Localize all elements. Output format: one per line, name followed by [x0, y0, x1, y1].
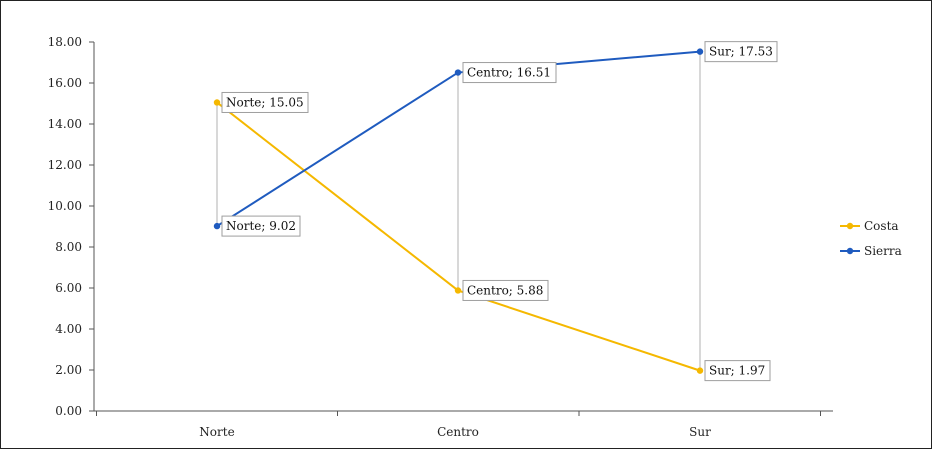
y-tick-label: 14.00 — [48, 117, 82, 131]
x-tick-label: Norte — [199, 425, 234, 439]
data-label: Norte; 15.05 — [221, 91, 309, 113]
data-label-box — [704, 41, 778, 63]
data-point — [454, 69, 462, 76]
data-label-text: Centro; 5.88 — [467, 283, 543, 297]
legend-marker — [846, 247, 854, 255]
data-label: Centro; 16.51 — [462, 62, 557, 84]
legend-marker — [846, 222, 854, 230]
y-tick-label: 8.00 — [55, 240, 82, 254]
data-labels: Norte; 15.05 Centro; 5.88 Sur; 1.97 Norte; … — [221, 41, 778, 382]
data-label-box — [704, 360, 771, 382]
y-tick-label: 16.00 — [48, 76, 82, 90]
data-point — [696, 367, 704, 374]
legend-label: Sierra — [864, 244, 902, 258]
data-label: Centro; 5.88 — [462, 279, 549, 301]
y-tick-label: 10.00 — [48, 199, 82, 213]
data-label-box — [462, 62, 557, 84]
legend: Costa Sierra — [840, 219, 902, 258]
y-tick-label: 18.00 — [48, 35, 82, 49]
y-tick-label: 12.00 — [48, 158, 82, 172]
data-label: Sur; 1.97 — [704, 360, 771, 382]
legend-item-sierra: Sierra — [840, 244, 902, 258]
data-label-text: Sur; 1.97 — [709, 364, 765, 378]
y-tick-label: 6.00 — [55, 281, 82, 295]
y-tick-label: 4.00 — [55, 322, 82, 336]
data-point — [213, 99, 221, 106]
legend-item-costa: Costa — [840, 219, 899, 233]
data-label-text: Centro; 16.51 — [467, 66, 551, 80]
y-tick-label: 0.00 — [55, 404, 82, 418]
drop-lines — [216, 51, 701, 371]
data-points — [213, 48, 704, 374]
data-label-box — [221, 215, 301, 237]
y-tick-label: 2.00 — [55, 363, 82, 377]
data-point — [454, 287, 462, 294]
data-label-text: Sur; 17.53 — [709, 45, 773, 59]
x-tick-label: Centro — [437, 425, 479, 439]
data-label-text: Norte; 9.02 — [226, 219, 296, 233]
data-point — [696, 48, 704, 55]
data-label: Sur; 17.53 — [704, 41, 778, 63]
data-label-box — [221, 91, 309, 113]
data-point — [213, 222, 221, 230]
legend-label: Costa — [864, 219, 899, 233]
data-label-box — [462, 279, 549, 301]
data-label: Norte; 9.02 — [221, 215, 301, 237]
x-tick-label: Sur — [689, 425, 711, 439]
axes: 0.00 2.00 4.00 6.00 8.00 10.00 12.00 14.00 16.00… — [48, 35, 833, 439]
data-label-text: Norte; 15.05 — [226, 95, 304, 109]
